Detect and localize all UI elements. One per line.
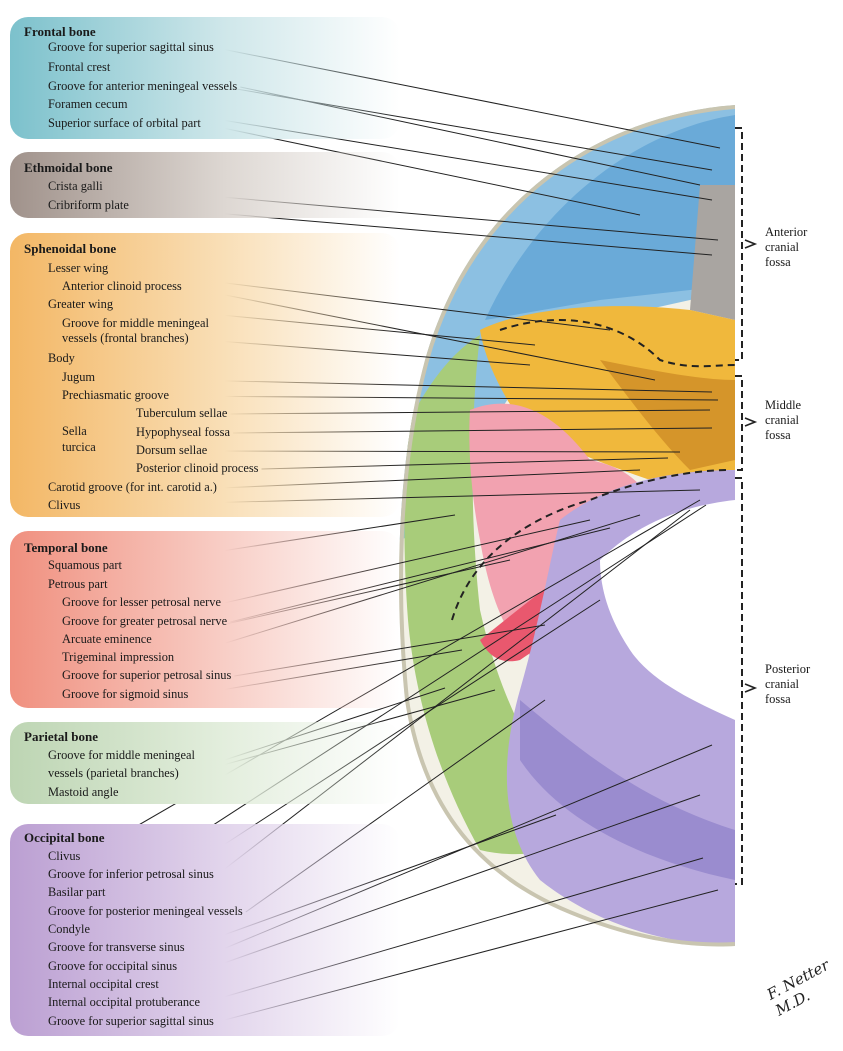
label-petrous-part: Petrous part [48,577,108,591]
label-sella: Sella [62,424,87,438]
fossa-line: Posterior [765,662,811,676]
middle-cranial-fossa-label: Middle cranial fossa [765,398,801,443]
fossa-line: Middle [765,398,802,412]
leader-line [203,123,641,216]
sphenoidal-bone-title: Sphenoidal bone [24,241,117,256]
label-internal-occipital-protuberance: Internal occipital protuberance [48,995,201,1009]
anterior-cranial-fossa-label: Anterior cranial fossa [765,225,807,270]
label-vessels-parietal-branches: vessels (parietal branches) [48,766,179,780]
label-foramen-cecum: Foramen cecum [48,97,128,111]
posterior-cranial-fossa-label: Posterior cranial fossa [765,662,810,707]
occipital-bone-box [10,824,400,1036]
sphenoidal-bone-box [10,233,400,517]
label-tuberculum-sellae: Tuberculum sellae [136,406,228,420]
fossa-line: Anterior [765,225,808,239]
foramen-magnum [600,500,735,720]
label-groove-lesser-petrosal-nerve: Groove for lesser petrosal nerve [62,595,221,609]
parietal-bone-box [10,722,400,804]
label-groove-middle-meningeal-frontal: Groove for middle meningeal [62,316,209,330]
fossa-line: fossa [765,255,791,269]
temporal-bone-box [10,531,400,708]
occipital-bone-title: Occipital bone [24,830,105,845]
label-trigeminal-impression: Trigeminal impression [62,650,175,664]
label-lesser-wing: Lesser wing [48,261,109,275]
fossa-line: fossa [765,428,791,442]
fossa-line: cranial [765,413,800,427]
label-groove-superior-sagittal-sinus-frontal: Groove for superior sagittal sinus [48,40,214,54]
label-hypophyseal-fossa: Hypophyseal fossa [136,425,230,439]
parietal-region [404,335,600,855]
label-turcica: turcica [62,440,96,454]
label-basilar-part: Basilar part [48,885,106,899]
label-clivus-sphenoid: Clivus [48,498,81,512]
frontal-bone-box [10,17,400,139]
label-prechiasmatic-groove: Prechiasmatic groove [62,388,170,402]
frontal-bone-title: Frontal bone [24,24,96,39]
fossa-line: cranial [765,240,800,254]
label-squamous-part: Squamous part [48,558,122,572]
label-jugum: Jugum [62,370,96,384]
label-groove-superior-petrosal-sinus: Groove for superior petrosal sinus [62,668,232,682]
ethmoidal-bone-box [10,152,400,218]
temporal-bone-title: Temporal bone [24,540,108,555]
label-groove-greater-petrosal-nerve: Groove for greater petrosal nerve [62,614,228,628]
fossa-line: fossa [765,692,791,706]
label-groove-posterior-meningeal-vessels: Groove for posterior meningeal vessels [48,904,243,918]
label-clivus-occipital: Clivus [48,849,81,863]
label-vessels-frontal-branches: vessels (frontal branches) [62,331,189,345]
label-groove-sigmoid-sinus: Groove for sigmoid sinus [62,687,189,701]
label-body: Body [48,351,75,365]
label-superior-surface-orbital-part: Superior surface of orbital part [48,116,201,130]
label-anterior-clinoid-process: Anterior clinoid process [62,279,182,293]
label-cribriform-plate: Cribriform plate [48,198,129,212]
label-groove-transverse-sinus: Groove for transverse sinus [48,940,185,954]
ethmoidal-bone-title: Ethmoidal bone [24,160,113,175]
label-condyle: Condyle [48,922,90,936]
label-frontal-crest: Frontal crest [48,60,111,74]
parietal-bone-title: Parietal bone [24,729,99,744]
label-dorsum-sellae: Dorsum sellae [136,443,208,457]
label-groove-anterior-meningeal-vessels: Groove for anterior meningeal vessels [48,79,238,93]
fossa-line: cranial [765,677,800,691]
label-internal-occipital-crest: Internal occipital crest [48,977,159,991]
label-arcuate-eminence: Arcuate eminence [62,632,152,646]
label-crista-galli: Crista galli [48,179,103,193]
label-groove-superior-sagittal-sinus-occipital: Groove for superior sagittal sinus [48,1014,214,1028]
label-posterior-clinoid-process: Posterior clinoid process [136,461,259,475]
label-groove-occipital-sinus: Groove for occipital sinus [48,959,178,973]
label-groove-inferior-petrosal-sinus: Groove for inferior petrosal sinus [48,867,214,881]
ethmoid-region [690,185,735,320]
leader-line [216,509,691,876]
label-mastoid-angle: Mastoid angle [48,785,119,799]
label-carotid-groove: Carotid groove (for int. carotid a.) [48,480,217,494]
label-greater-wing: Greater wing [48,297,114,311]
label-groove-middle-meningeal-parietal: Groove for middle meningeal [48,748,195,762]
